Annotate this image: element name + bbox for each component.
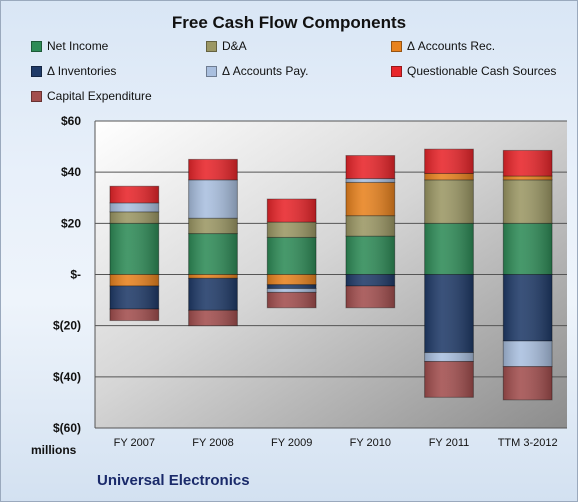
bar-segment-shade — [503, 150, 553, 177]
legend-swatch — [31, 65, 42, 77]
bar-segment-shade — [267, 274, 317, 285]
legend-label: Questionable Cash Sources — [407, 64, 557, 78]
legend-swatch — [206, 40, 217, 52]
legend-item: Δ Inventories — [31, 64, 116, 78]
legend-swatch — [391, 40, 402, 52]
bar-segment-shade — [109, 202, 159, 212]
unit-label: millions — [31, 443, 77, 457]
bar-segment-shade — [424, 223, 474, 275]
legend-label: D&A — [222, 39, 247, 53]
bar-segment-shade — [503, 274, 553, 342]
legend-item: Net Income — [31, 39, 108, 53]
y-tick-label: $(40) — [53, 370, 81, 384]
bar-segment-shade — [267, 284, 317, 289]
bar-segment-shade — [188, 274, 238, 279]
bar-segment-shade — [188, 179, 238, 219]
bar-segment-shade — [345, 286, 395, 308]
legend-item: Questionable Cash Sources — [391, 64, 556, 78]
bar-segment-shade — [267, 237, 317, 275]
legend-item: Capital Expenditure — [31, 89, 152, 103]
bar-segment-shade — [188, 278, 238, 311]
bar-segment-shade — [267, 222, 317, 238]
y-tick-label: $(20) — [53, 319, 81, 333]
bar-segment-shade — [267, 292, 317, 308]
bar-segment-shade — [188, 233, 238, 275]
legend-label: Δ Accounts Pay. — [222, 64, 309, 78]
bar-segment-shade — [267, 199, 317, 223]
bar-segment-shade — [424, 352, 474, 362]
bar-segment-shade — [267, 288, 317, 293]
bar-segment-shade — [109, 211, 159, 224]
legend-item: Δ Accounts Rec. — [391, 39, 495, 53]
legend-label: Δ Inventories — [47, 64, 117, 78]
bar-segment-shade — [109, 286, 159, 310]
y-tick-label: $- — [70, 268, 81, 282]
legend-swatch — [206, 65, 217, 77]
bar-segment-shade — [188, 310, 238, 326]
bar-segment-shade — [345, 215, 395, 237]
bar-segment-shade — [503, 179, 553, 224]
bar-segment-shade — [109, 274, 159, 287]
bar-segment-shade — [424, 179, 474, 224]
x-tick-label: FY 2009 — [271, 437, 312, 449]
y-tick-label: $40 — [61, 165, 81, 179]
bar-segment-shade — [424, 361, 474, 398]
x-tick-label: FY 2011 — [429, 437, 470, 449]
company-name: Universal Electronics — [97, 472, 250, 489]
legend-label: Capital Expenditure — [47, 89, 152, 103]
bar-segment-shade — [424, 149, 474, 174]
legend-swatch — [31, 90, 42, 102]
bar-segment-shade — [345, 182, 395, 216]
chart-title: Free Cash Flow Components — [171, 13, 407, 32]
bar-segment-shade — [345, 274, 395, 287]
bar-segment-shade — [109, 223, 159, 275]
legend-swatch — [391, 65, 402, 77]
legend-label: Net Income — [47, 39, 109, 53]
bar-segment-shade — [109, 309, 159, 321]
bar-segment-shade — [503, 341, 553, 367]
bar-segment-shade — [503, 223, 553, 275]
legend-item: Δ Accounts Pay. — [206, 64, 309, 78]
legend-swatch — [31, 40, 42, 52]
bar-segment-shade — [188, 218, 238, 234]
bar-segment-shade — [345, 178, 395, 183]
bar-segment-shade — [503, 176, 553, 180]
bar-segment-shade — [188, 159, 238, 180]
x-tick-label: FY 2008 — [192, 437, 233, 449]
legend-item: D&A — [206, 39, 247, 53]
y-tick-label: $20 — [61, 216, 81, 230]
bar-segment-shade — [109, 186, 159, 203]
y-tick-label: $(60) — [53, 421, 81, 435]
bar-segment-shade — [424, 173, 474, 180]
y-tick-label: $60 — [61, 114, 81, 128]
bar-segment-shade — [424, 274, 474, 353]
x-tick-label: FY 2007 — [114, 437, 155, 449]
x-tick-label: FY 2010 — [350, 437, 391, 449]
legend-label: Δ Accounts Rec. — [407, 39, 496, 53]
bar-segment-shade — [345, 236, 395, 275]
x-tick-label: TTM 3-2012 — [498, 437, 558, 449]
bar-segment-shade — [503, 366, 553, 400]
bar-segment-shade — [345, 155, 395, 179]
